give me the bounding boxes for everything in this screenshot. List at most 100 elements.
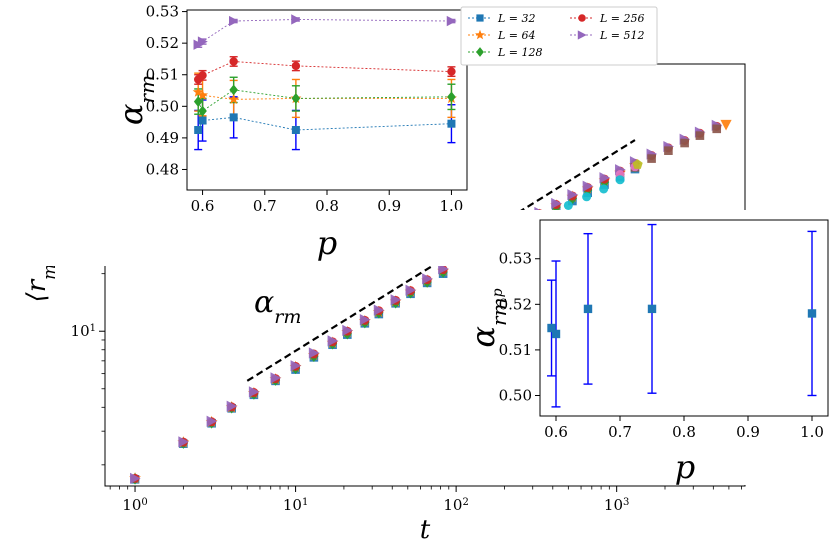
- main-point: [270, 372, 282, 384]
- main-point: [290, 360, 302, 372]
- inset1-point: [193, 96, 203, 107]
- main-point: [632, 159, 643, 169]
- inset1-point: [291, 61, 301, 71]
- inset2-point: [551, 329, 561, 339]
- main-point: [438, 263, 449, 275]
- inset2-y-tick-label: 0.51: [499, 341, 532, 359]
- inset1-point: [447, 91, 456, 103]
- main-x-tick-label-exp: 1: [302, 497, 308, 508]
- legend-box: [460, 6, 658, 66]
- main-guide-line: [246, 139, 636, 382]
- main-point: [615, 175, 625, 185]
- main-point: [405, 284, 417, 296]
- main-point: [206, 415, 218, 427]
- legend-marker: [577, 30, 587, 40]
- inset1-y-tick-label: 0.52: [146, 34, 179, 52]
- inset1-point: [198, 105, 207, 117]
- inset-top-left-y-label-sub: rm: [135, 75, 159, 104]
- main-point: [695, 131, 705, 140]
- inset-bottom-right-data-marks: [547, 223, 817, 408]
- legend-item: L = 256: [570, 12, 645, 25]
- inset1-x-tick-label: 0.6: [191, 197, 215, 215]
- slope-annotation-sub: rm: [274, 306, 301, 328]
- inset-top-left: 0.6 0.7 0.8 0.9 1.00.480.490.500.510.520.53 …: [0, 0, 470, 266]
- inset-bottom-right: 0.6 0.7 0.8 0.9 1.00.500.510.520.53 p αrmp: [455, 210, 830, 486]
- main-x-axis-label: t: [420, 515, 431, 545]
- inset-bottom-right-y-label-subsub: p: [490, 288, 506, 297]
- legend-marker: [476, 14, 484, 22]
- main-y-axis-label-sub: m: [40, 264, 60, 280]
- inset-bottom-right-y-axis-label: αrmp: [464, 288, 511, 347]
- main-point: [599, 184, 609, 194]
- inset2-x-tick-label: 0.7: [608, 423, 632, 441]
- inset-top-left-data-marks: [192, 14, 457, 151]
- inset-top-left-y-axis-label: αrm: [112, 75, 159, 125]
- main-x-tick-label: 103: [604, 496, 629, 514]
- main-point: [342, 324, 353, 336]
- legend-item: L = 32: [468, 12, 536, 25]
- main-point: [178, 436, 189, 448]
- main-point: [599, 172, 611, 184]
- main-x-tick-label-base: 10: [604, 496, 623, 514]
- inset2-point: [547, 323, 556, 333]
- inset1-point: [229, 84, 238, 96]
- inset1-point: [291, 126, 300, 134]
- main-x-tick-label: 100: [122, 496, 147, 514]
- slope-annotation-label: α: [254, 285, 274, 320]
- legend-marker: [475, 29, 485, 40]
- main-point: [567, 189, 578, 201]
- main-point: [664, 146, 673, 155]
- inset1-point: [197, 89, 209, 100]
- inset1-x-tick-label: 0.7: [253, 197, 277, 215]
- main-point: [422, 273, 433, 285]
- inset1-y-tick-label: 0.49: [146, 129, 179, 147]
- main-y-axis-label-text: ⟨r: [22, 278, 52, 302]
- inset-bottom-right-axis-ticks: 0.6 0.7 0.8 0.9 1.0 0.50 0.51 0.52 0.53: [499, 250, 824, 441]
- main-y-tick-label-exp: 1: [90, 323, 96, 334]
- inset2-y-tick-label: 0.53: [499, 250, 532, 268]
- main-point: [680, 138, 689, 148]
- inset1-point: [447, 67, 456, 76]
- inset1-y-tick-label: 0.48: [146, 160, 179, 178]
- legend-item: L = 64: [468, 29, 536, 42]
- main-x-tick-label: 102: [443, 496, 468, 514]
- main-point: [327, 335, 339, 347]
- inset1-x-tick-label: 0.8: [315, 197, 339, 215]
- inset1-point: [228, 15, 239, 27]
- inset-top-left-plot-area: [187, 10, 467, 190]
- inset2-x-tick-label: 0.6: [544, 423, 568, 441]
- legend-items: L = 32 L = 64 L = 128 L = 256 L = 512: [468, 12, 645, 59]
- main-point: [712, 124, 722, 134]
- inset2-y-tick-label: 0.52: [499, 295, 532, 313]
- inset1-series-line: [197, 19, 452, 46]
- main-y-tick-label-base: 10: [71, 322, 90, 340]
- main-x-tick-label-exp: 2: [462, 497, 468, 508]
- slope-guide-line: [246, 139, 636, 382]
- inset1-x-tick-label: 0.9: [377, 197, 401, 215]
- main-point: [390, 294, 402, 306]
- main-point: [308, 347, 320, 359]
- legend-label: L = 256: [599, 12, 645, 25]
- legend-marker: [476, 47, 484, 57]
- main-x-tick-label-exp: 0: [141, 497, 147, 508]
- main-point: [130, 472, 141, 484]
- main-point: [248, 386, 260, 398]
- main-point: [359, 314, 371, 326]
- main-x-tick-label-exp: 3: [623, 497, 629, 508]
- slope-annotation: αrm: [254, 285, 301, 328]
- inset1-y-tick-label: 0.53: [146, 3, 179, 21]
- inset1-point: [229, 113, 238, 122]
- legend-label: L = 64: [497, 29, 536, 42]
- inset2-x-tick-label: 0.8: [672, 423, 696, 441]
- main-x-tick-label-base: 10: [283, 496, 302, 514]
- inset-bottom-right-y-label-text: α: [464, 326, 502, 348]
- inset1-y-tick-label: 0.50: [146, 97, 179, 115]
- inset1-point: [194, 126, 203, 134]
- inset1-point: [198, 71, 207, 80]
- main-point: [373, 304, 385, 316]
- legend-label: L = 512: [599, 29, 645, 42]
- inset1-point: [198, 116, 207, 125]
- inset-top-left-x-axis-label: p: [317, 224, 337, 262]
- legend: L = 32 L = 64 L = 128 L = 256 L = 512: [460, 6, 658, 66]
